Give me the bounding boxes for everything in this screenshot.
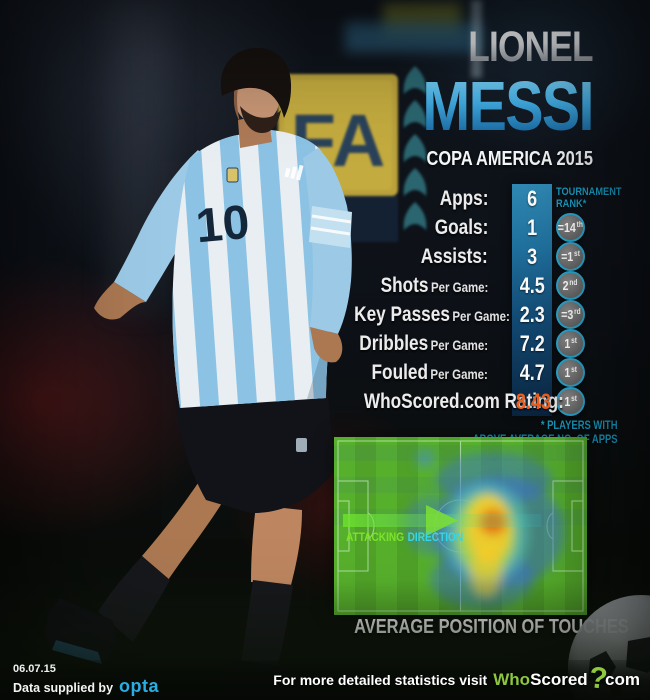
goalpost-blur [471,0,482,78]
rank-badge: =14th [556,213,585,242]
stat-label: Shots Per Game: [380,273,488,297]
stat-row-shots: Shots Per Game: 4.5 2nd [320,271,618,300]
rank-badge: 2nd [556,271,585,300]
stat-value: 4.5 [519,272,545,298]
opta-logo[interactable]: opta [119,675,160,696]
adboard-blur [345,22,483,52]
stat-row-goals: Goals: 1 =14th [320,213,618,242]
attacking-direction-label: ATTACKING DIRECTION [346,531,463,544]
laurel-leaves [403,65,427,232]
stat-row-key-passes: Key Passes Per Game: 2.3 =3rd [320,300,618,329]
stat-value: 1 [526,214,538,240]
stat-label: Goals: [434,215,488,239]
stat-label: Key Passes Per Game: [354,302,510,326]
chest-crest [226,167,239,183]
shirt-number: 10 [194,196,252,253]
rank-header: TOURNAMENT RANK* [556,185,622,210]
credit-text: Data supplied by [13,680,114,695]
value-stripe [512,184,552,416]
tournament-name: COPA AMERICA 2015 [426,148,593,170]
footer-bar: 06.07.15 Data supplied by opta For more … [0,660,650,700]
player-last-name: MESSI [422,67,595,145]
stat-value: 3 [526,243,538,269]
question-mark-icon: ? [587,661,609,696]
cta-text: For more detailed statistics visit [273,672,488,688]
stat-label: Dribbles Per Game: [359,331,488,355]
whoscored-logo[interactable]: Who Scored? com [493,661,640,696]
stat-value: 4.7 [519,359,545,385]
rank-badge: 1st [556,358,585,387]
stat-label: Assists: [421,244,488,268]
stat-value: 2.3 [519,301,545,327]
stats-panel: Apps: 6 TOURNAMENT RANK* Goals: 1 =14th A… [320,184,622,448]
rank-badge: =3rd [556,300,585,329]
rank-badge: 1st [556,329,585,358]
stat-row-assists: Assists: 3 =1st [320,242,618,271]
date-label: 06.07.15 [13,663,56,676]
title-block: LIONEL MESSI COPA AMERICA 2015 [385,23,595,170]
stat-label: Fouled Per Game: [371,360,488,384]
rank-badge: =1st [556,242,585,271]
stat-row-rating: WhoScored.com Rating: 8.43 1st [320,387,618,416]
stat-value-rating: 8.43 [515,388,551,414]
stat-row-fouled: Fouled Per Game: 4.7 1st [320,358,618,387]
stat-value: 7.2 [519,330,545,356]
attacking-direction-arrow [426,505,458,536]
stat-row-dribbles: Dribbles Per Game: 7.2 1st [320,329,618,358]
adidas-logo [284,164,304,181]
player-first-name: LIONEL [468,23,594,71]
stat-label: Apps: [439,186,488,210]
stat-value: 6 [526,185,538,211]
data-credit: 06.07.15 Data supplied by opta [13,663,159,696]
stat-label: WhoScored.com Rating: [363,389,564,413]
footer-cta: For more detailed statistics visit Who Sc… [273,661,640,696]
rank-badge: 1st [556,387,585,416]
stat-row-apps: Apps: 6 TOURNAMENT RANK* [320,184,621,213]
